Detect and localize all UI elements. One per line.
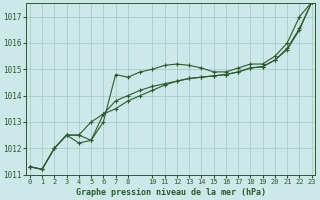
X-axis label: Graphe pression niveau de la mer (hPa): Graphe pression niveau de la mer (hPa) <box>76 188 266 197</box>
